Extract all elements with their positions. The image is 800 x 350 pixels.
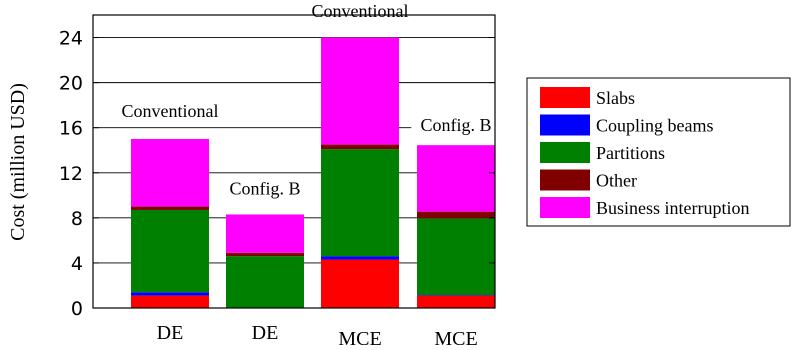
plot-frame	[92, 14, 496, 309]
bar-annotations: Conventional Config. B Conventional Config.…	[112, 0, 501, 200]
legend-swatch	[540, 142, 590, 163]
bar-stacks	[131, 37, 495, 308]
bar-segment	[131, 206, 209, 210]
bar-annotation: Conventional	[312, 1, 409, 21]
bar-segment	[417, 211, 495, 219]
bar-segment	[131, 209, 209, 293]
bar-segment	[417, 295, 495, 296]
legend-swatch	[540, 87, 590, 108]
y-tick-label: 20	[59, 73, 83, 95]
annotation-background	[112, 99, 228, 122]
legend-swatch	[540, 169, 590, 191]
bar-segment	[226, 252, 304, 257]
bar-segment	[321, 259, 399, 308]
y-tick-label: 8	[71, 208, 83, 230]
legend: Slabs Coupling beams Partitions Other Busine…	[526, 77, 791, 227]
annotation-background	[411, 114, 501, 137]
legend-label: Slabs	[596, 88, 635, 108]
y-tick-label: 0	[71, 298, 83, 320]
y-axis-label: Cost (million USD)	[7, 83, 29, 241]
legend-label: Partitions	[596, 143, 665, 163]
y-axis-ticks: 0 4 8 12 16 20 24	[59, 28, 495, 320]
y-tick-label: 4	[71, 253, 83, 275]
legend-swatch	[540, 114, 590, 136]
bar-segment	[131, 292, 209, 296]
legend-label: Coupling beams	[596, 116, 714, 136]
x-tick-label: MCE	[434, 328, 477, 350]
x-tick-label: MCE	[338, 328, 381, 350]
bar-segment	[321, 37, 399, 145]
legend-label: Other	[596, 171, 637, 191]
bar-segment	[321, 149, 399, 257]
legend-swatch	[540, 197, 590, 218]
x-tick-label: DE	[157, 322, 184, 344]
y-tick-label: 16	[59, 118, 83, 140]
annotation-background	[220, 177, 310, 200]
bar-segment	[226, 214, 304, 253]
x-tick-label: DE	[252, 322, 279, 344]
annotation-background	[302, 0, 418, 22]
bar-segment	[417, 145, 495, 212]
y-tick-label: 12	[59, 163, 83, 185]
bar-segment	[131, 138, 209, 207]
bar-segment	[417, 295, 495, 308]
bar-segment	[321, 144, 399, 150]
bar-segment	[417, 218, 495, 296]
bar-annotation: Config. B	[229, 178, 300, 198]
bar-segment	[226, 256, 304, 308]
y-tick-label: 24	[59, 28, 83, 50]
legend-label: Business interruption	[596, 198, 750, 218]
bar-segment	[131, 295, 209, 308]
x-axis-ticks: DE DE MCE MCE	[157, 322, 478, 350]
bar-annotation: Conventional	[122, 101, 219, 121]
bar-segment	[321, 256, 399, 260]
bar-annotation: Config. B	[420, 115, 491, 135]
